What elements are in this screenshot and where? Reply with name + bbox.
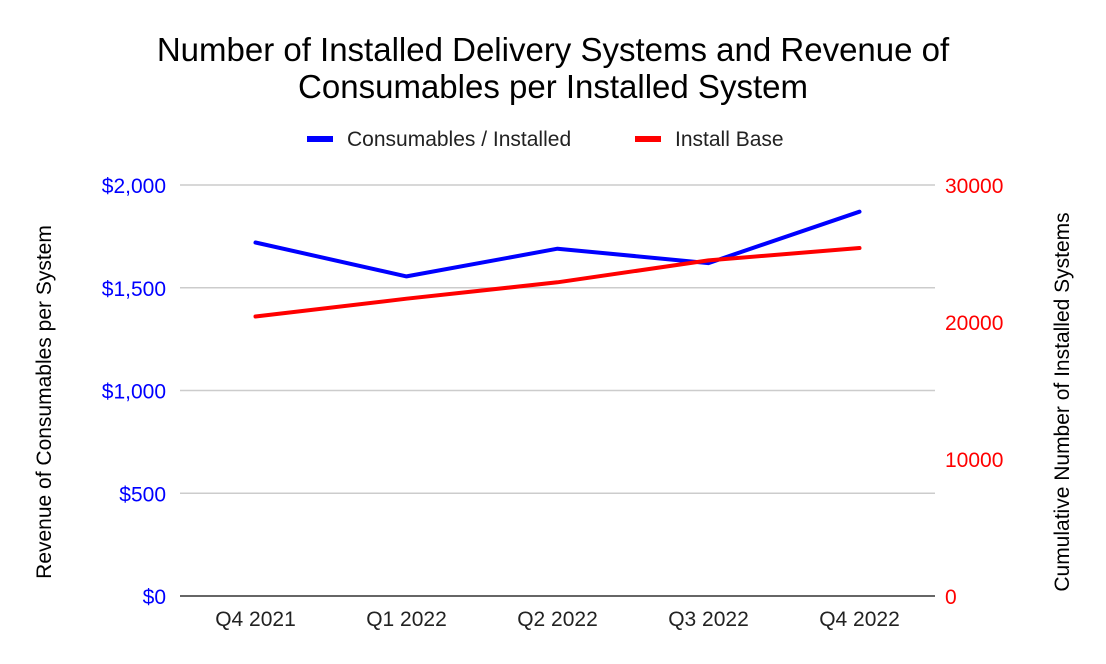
legend-label-consumables: Consumables / Installed [347, 128, 571, 151]
left-tick-label: $0 [143, 586, 166, 609]
left-tick-label: $2,000 [102, 175, 166, 198]
legend: Consumables / Installed Install Base [307, 128, 784, 151]
right-axis-title: Cumulative Number of Installed Systems [1051, 212, 1074, 591]
gridlines [180, 184, 935, 597]
x-tick-label: Q4 2022 [819, 608, 900, 631]
left-tick-label: $500 [119, 483, 166, 506]
chart-title-line-2: Consumables per Installed System [298, 68, 808, 105]
legend-label-install-base: Install Base [675, 128, 784, 151]
chart-title-line-1: Number of Installed Delivery Systems and… [157, 31, 950, 68]
series-lines [253, 209, 862, 319]
right-axis-ticks: 0 10000 20000 30000 [945, 175, 1003, 609]
x-tick-label: Q2 2022 [517, 608, 598, 631]
left-axis-ticks: $0 $500 $1,000 $1,500 $2,000 [102, 175, 166, 609]
x-tick-label: Q1 2022 [366, 608, 447, 631]
right-tick-label: 10000 [945, 449, 1003, 472]
right-tick-label: 30000 [945, 175, 1003, 198]
left-tick-label: $1,000 [102, 381, 166, 404]
right-tick-label: 20000 [945, 312, 1003, 335]
x-tick-label: Q3 2022 [668, 608, 749, 631]
x-axis-ticks: Q4 2021 Q1 2022 Q2 2022 Q3 2022 Q4 2022 [215, 608, 900, 631]
x-tick-label: Q4 2021 [215, 608, 296, 631]
right-tick-label: 0 [945, 586, 957, 609]
series-line-install-base [253, 246, 862, 319]
left-axis-title: Revenue of Consumables per System [33, 225, 56, 579]
left-tick-label: $1,500 [102, 278, 166, 301]
series-line-consumables [253, 209, 862, 279]
